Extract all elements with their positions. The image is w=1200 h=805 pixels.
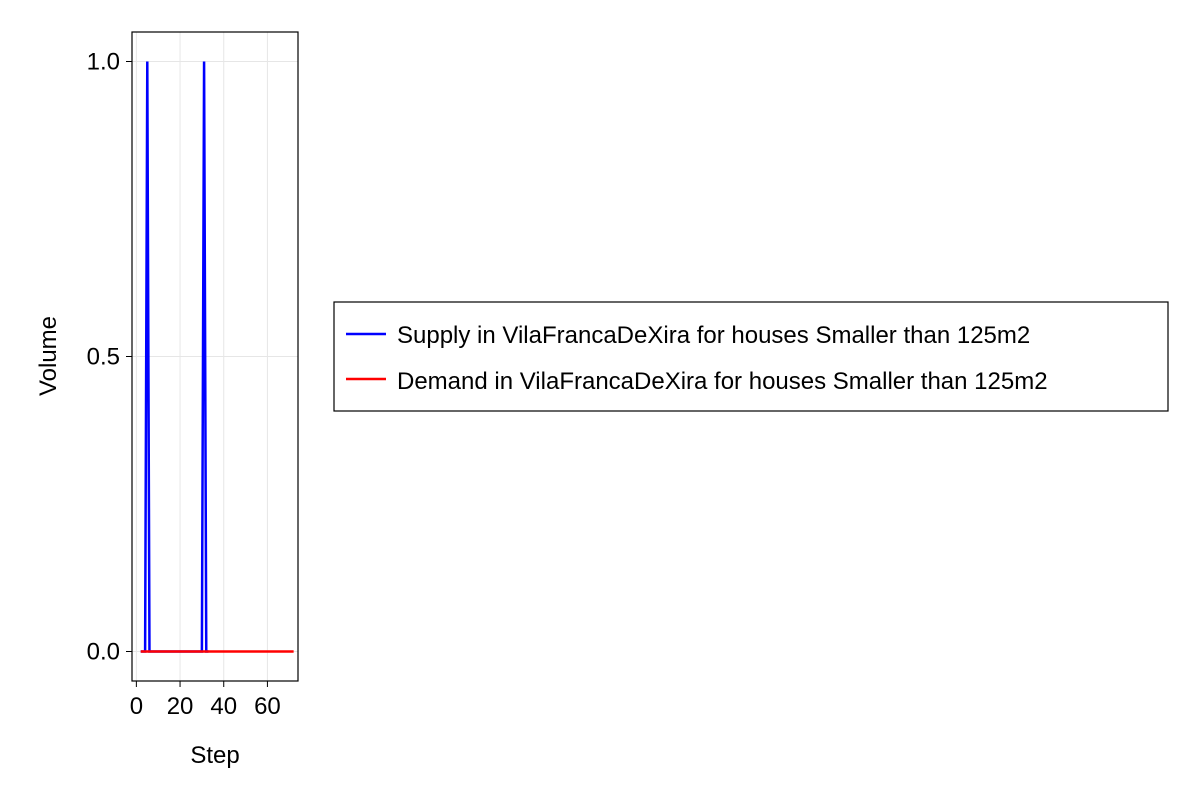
y-axis-label: Volume xyxy=(35,316,62,396)
x-tick-label: 40 xyxy=(210,693,237,720)
axes: 0 20 40 60 0.0 0.5 1.0 xyxy=(87,49,281,721)
y-tick-label: 0.0 xyxy=(87,639,120,666)
series-lines xyxy=(140,61,294,653)
legend: Supply in VilaFrancaDeXira for houses Sm… xyxy=(333,301,1169,412)
y-tick-label: 1.0 xyxy=(87,49,120,76)
legend-box xyxy=(333,301,1169,412)
legend-label-demand: Demand in VilaFrancaDeXira for houses Sm… xyxy=(397,368,1048,395)
grid xyxy=(132,32,298,681)
x-tick-label: 60 xyxy=(254,693,281,720)
x-tick-label: 0 xyxy=(130,693,143,720)
x-tick-label: 20 xyxy=(167,693,194,720)
y-tick-label: 0.5 xyxy=(87,344,120,371)
x-axis-label: Step xyxy=(190,742,239,769)
legend-label-supply: Supply in VilaFrancaDeXira for houses Sm… xyxy=(397,322,1030,349)
